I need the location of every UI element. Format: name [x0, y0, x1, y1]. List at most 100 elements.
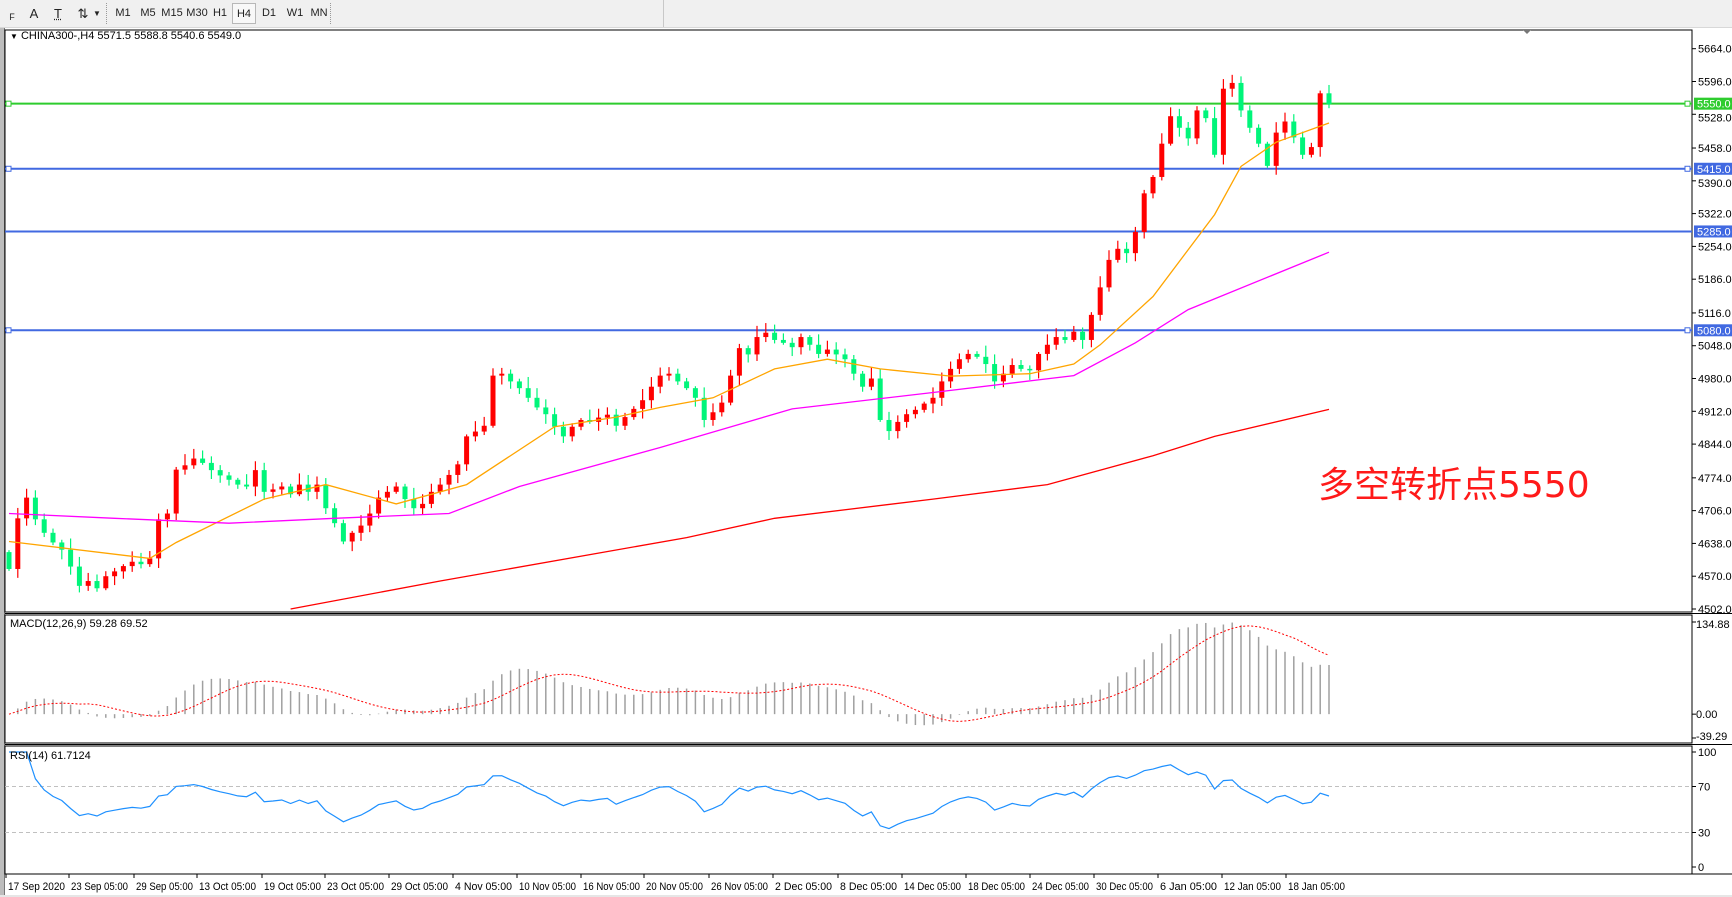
price-tick-label: 4980.0 [1698, 374, 1732, 386]
arrows-icon[interactable]: ⇅ [74, 3, 92, 24]
candle [569, 423, 575, 442]
candle-body [85, 581, 91, 586]
candle [948, 361, 954, 388]
candle [1176, 108, 1182, 137]
candle-body [244, 484, 250, 487]
candle-body [261, 470, 267, 492]
candle [261, 462, 267, 500]
candle-body [1203, 110, 1209, 119]
candle [860, 370, 866, 392]
candle-body [1097, 287, 1103, 315]
candle [384, 486, 390, 502]
timeframe-h4-button[interactable]: H4 [232, 3, 256, 24]
time-tick-label: 16 Nov 05:00 [583, 881, 640, 893]
candle [754, 325, 760, 361]
candle-body [1185, 127, 1191, 139]
timeframe-d1-button[interactable]: D1 [261, 7, 277, 19]
time-tick-label: 8 Dec 05:00 [840, 881, 897, 893]
candle-body [1036, 353, 1042, 371]
candle [1168, 107, 1174, 146]
candle [402, 483, 408, 508]
candle-body [147, 558, 153, 565]
timeframe-mn-button[interactable]: MN [310, 7, 328, 19]
candle-body [1282, 121, 1288, 133]
timeframe-m15-button[interactable]: M15 [161, 7, 183, 19]
candle [789, 337, 795, 357]
text-label-icon[interactable]: T [48, 3, 68, 24]
candle [367, 504, 373, 533]
candle [1300, 131, 1306, 160]
chevron-down-icon[interactable]: ▼ [93, 9, 101, 18]
candle [692, 386, 698, 407]
candle-body [842, 354, 848, 360]
timeframe-m5-button[interactable]: M5 [140, 7, 156, 19]
candle-body [411, 499, 417, 509]
price-label-box [1694, 225, 1732, 238]
time-tick-label: 29 Oct 05:00 [391, 881, 448, 893]
candle [1053, 328, 1059, 350]
timeframe-w1-button[interactable]: W1 [286, 7, 304, 19]
candle [1212, 106, 1218, 158]
candle [6, 550, 12, 571]
price-tick-label: 4638.0 [1698, 538, 1732, 550]
candle-body [446, 474, 452, 485]
candle [481, 416, 487, 436]
candle-body [833, 349, 839, 355]
candle [279, 482, 285, 495]
candle-body [340, 523, 346, 542]
candle [604, 407, 610, 425]
candle-body [1071, 331, 1077, 340]
candle-body [516, 381, 522, 389]
candle [816, 334, 822, 359]
time-tick-label: 26 Nov 05:00 [711, 881, 768, 893]
candle-body [1326, 93, 1332, 105]
candle-body [798, 337, 804, 348]
candle-body [921, 403, 927, 410]
time-tick-label: 18 Dec 05:00 [968, 881, 1025, 893]
candle [939, 372, 945, 406]
candle-body [1168, 116, 1174, 144]
candle-body [393, 486, 399, 492]
candle [94, 574, 100, 592]
collapse-triangle-icon[interactable]: ▼ [10, 32, 18, 41]
candle-body [129, 561, 135, 567]
time-tick-label: 20 Nov 05:00 [646, 881, 703, 893]
candle-body [604, 414, 610, 418]
time-tick-label: 24 Dec 05:00 [1032, 881, 1089, 893]
candle-body [710, 412, 716, 420]
text-icon[interactable]: A [24, 3, 44, 24]
timeframe-m30-button[interactable]: M30 [186, 7, 208, 19]
candle-body [1124, 248, 1130, 254]
candle [1203, 107, 1209, 123]
timeframe-m1-button[interactable]: M1 [115, 7, 131, 19]
candle [252, 461, 258, 497]
candle [578, 418, 584, 431]
candle [745, 345, 751, 363]
candle-body [992, 364, 998, 382]
candle-body [613, 414, 619, 426]
candle [684, 377, 690, 391]
candle-body [939, 381, 945, 398]
line-handle [1684, 327, 1691, 334]
candle [1264, 141, 1270, 168]
price-tick-label: 5596.0 [1698, 76, 1732, 88]
candle-body [824, 349, 830, 354]
fibo-icon[interactable]: F [2, 3, 22, 24]
candle-body [270, 489, 276, 492]
candle-body [24, 497, 30, 519]
text-label-glyph: T [54, 6, 62, 21]
arrows-glyph: ⇅ [77, 6, 89, 21]
candle [675, 368, 681, 385]
candle [217, 465, 223, 483]
candle [983, 345, 989, 373]
timeframe-h1-button[interactable]: H1 [212, 7, 228, 19]
macd-tick-label: 134.88 [1696, 619, 1730, 631]
candle [1080, 327, 1086, 349]
price-tick-label: 4774.0 [1698, 473, 1732, 485]
candle [428, 483, 434, 509]
rsi-panel [4, 745, 1693, 875]
candle-body [252, 470, 258, 487]
macd-tick-label: -39.29 [1696, 731, 1727, 743]
candle [868, 367, 874, 391]
